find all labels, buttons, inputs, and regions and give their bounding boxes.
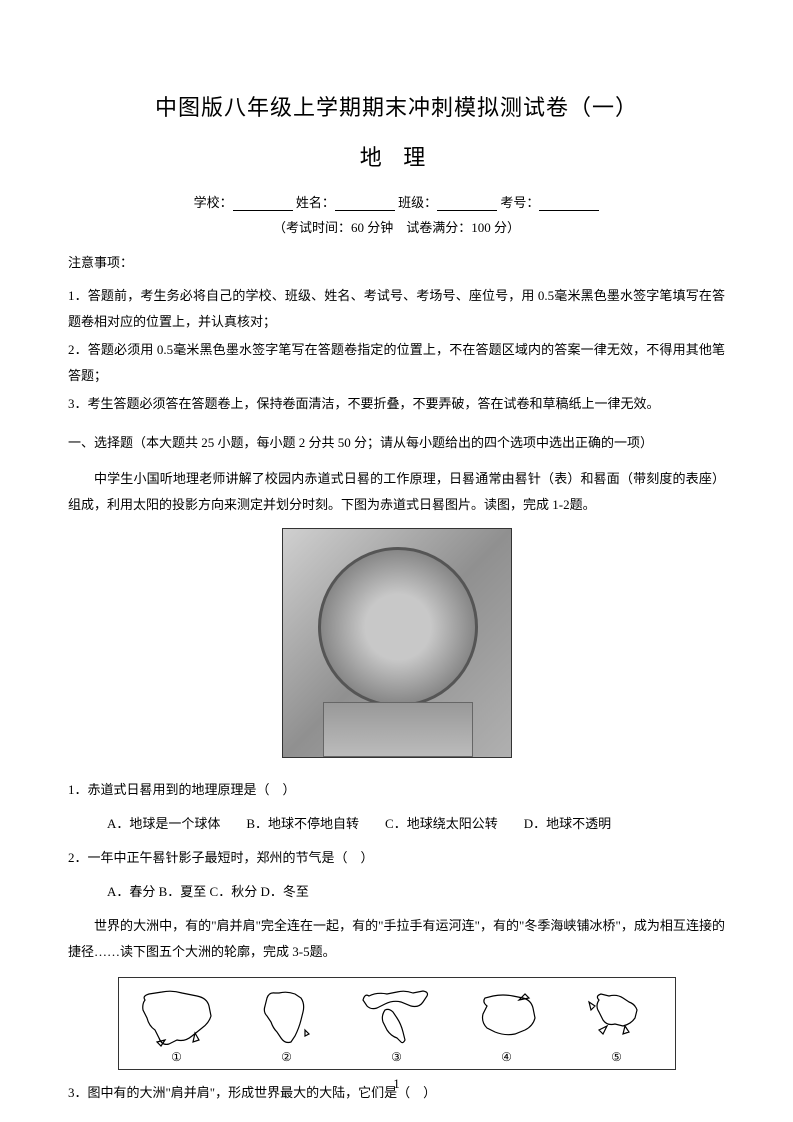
passage-1: 中学生小国听地理老师讲解了校园内赤道式日晷的工作原理，日晷通常由晷针（表）和晷面…	[68, 466, 725, 518]
notice-item-3: 3．考生答题必须答在答题卷上，保持卷面清洁，不要折叠，不要弄破，答在试卷和草稿纸…	[68, 391, 725, 417]
continent-antarctica-shape	[467, 988, 547, 1048]
page-number: 1	[0, 1076, 793, 1092]
continents-box: ① ② ③	[118, 977, 676, 1070]
continent-3: ③	[357, 988, 437, 1065]
continent-1: ①	[137, 988, 217, 1065]
sundial-dial	[318, 547, 478, 707]
section-title: 一、选择题（本大题共 25 小题，每小题 2 分共 50 分；请从每小题给出的四…	[68, 431, 725, 454]
school-label: 学校：	[194, 195, 233, 210]
continent-5-label: ⑤	[611, 1050, 622, 1065]
class-blank[interactable]	[437, 197, 497, 211]
continent-4: ④	[467, 988, 547, 1065]
exam-no-label: 考号：	[500, 195, 539, 210]
question-2: 2．一年中正午晷针影子最短时，郑州的节气是（ ）	[68, 845, 725, 871]
notice-title: 注意事项：	[68, 252, 725, 271]
exam-time-info: （考试时间：60 分钟 试卷满分：100 分）	[68, 217, 725, 236]
question-1: 1．赤道式日晷用到的地理原理是（ ）	[68, 777, 725, 803]
name-blank[interactable]	[335, 197, 395, 211]
sundial-base	[323, 702, 473, 757]
exam-no-blank[interactable]	[539, 197, 599, 211]
continent-1-label: ①	[171, 1050, 182, 1065]
continent-3-label: ③	[391, 1050, 402, 1065]
question-2-options: A．春分 B．夏至 C．秋分 D．冬至	[68, 879, 725, 905]
continent-row: ① ② ③	[137, 988, 657, 1065]
sundial-image-container	[68, 528, 725, 763]
name-label: 姓名：	[296, 195, 335, 210]
class-label: 班级：	[398, 195, 437, 210]
exam-title: 中图版八年级上学期期末冲刺模拟测试卷（一）	[68, 90, 725, 122]
question-1-options: A．地球是一个球体 B．地球不停地自转 C．地球绕太阳公转 D．地球不透明	[68, 811, 725, 837]
continent-asia-shape	[137, 988, 217, 1048]
school-blank[interactable]	[233, 197, 293, 211]
subject-title: 地 理	[68, 140, 725, 172]
continent-namerica-shape	[357, 988, 437, 1048]
continent-2: ②	[247, 988, 327, 1065]
continent-4-label: ④	[501, 1050, 512, 1065]
notice-item-2: 2．答题必须用 0.5毫米黑色墨水签字笔写在答题卷指定的位置上，不在答题区域内的…	[68, 337, 725, 389]
passage-2: 世界的大洲中，有的"肩并肩"完全连在一起，有的"手拉手有运河连"，有的"冬季海峡…	[68, 913, 725, 965]
continents-image-container: ① ② ③	[68, 977, 725, 1070]
continent-africa-shape	[247, 988, 327, 1048]
student-info-line: 学校： 姓名： 班级： 考号：	[68, 192, 725, 211]
sundial-image	[282, 528, 512, 758]
continent-2-label: ②	[281, 1050, 292, 1065]
notice-item-1: 1．答题前，考生务必将自己的学校、班级、姓名、考试号、考场号、座位号，用 0.5…	[68, 283, 725, 335]
continent-europe-shape	[577, 988, 657, 1048]
continent-5: ⑤	[577, 988, 657, 1065]
